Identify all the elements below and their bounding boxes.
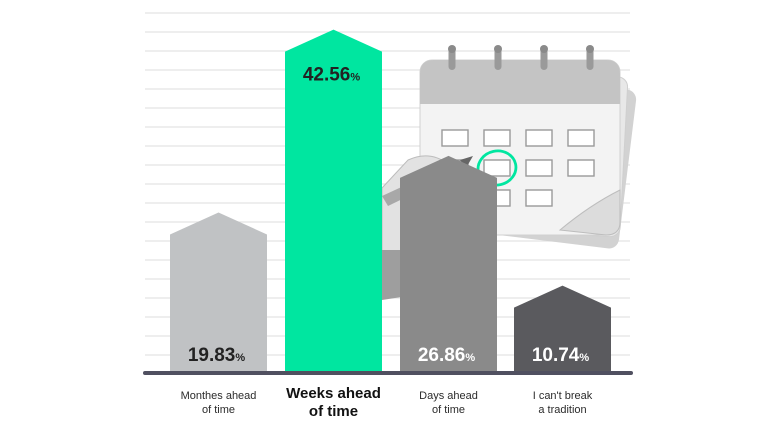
bar-value-label: 42.56%	[303, 65, 361, 86]
calendar-date-cell	[525, 159, 553, 177]
calendar-header	[420, 60, 620, 104]
calendar-ring-top	[540, 45, 548, 53]
category-label: Weeks ahead of time	[286, 385, 381, 420]
calendar-ring-top	[586, 45, 594, 53]
calendar-ring	[540, 48, 548, 70]
calendar-ring-top	[494, 45, 502, 53]
calendar-date-cell	[567, 129, 595, 147]
calendar-ring	[494, 48, 502, 70]
calendar-ring	[448, 48, 456, 70]
calendar-date-cell	[483, 159, 511, 177]
calendar-ring	[586, 48, 594, 70]
calendar-date-cell	[525, 189, 553, 207]
category-label: I can't break a tradition	[532, 390, 593, 416]
pen-tip	[460, 156, 473, 168]
calendar-date-cell	[483, 129, 511, 147]
category-label: Days ahead of time	[419, 390, 478, 416]
bars: 19.83% 42.56% 26.86% 10.74%	[170, 29, 611, 372]
bar-value-label: 26.86%	[418, 345, 476, 366]
calendar-ring-top	[448, 45, 456, 53]
bar-3	[400, 155, 497, 372]
calendar-date-cell	[525, 129, 553, 147]
bar-1	[170, 212, 267, 372]
calendar-page-curl	[558, 189, 621, 236]
bar-4	[514, 285, 611, 372]
calendar-date-cell	[567, 159, 595, 177]
bar-value-label: 10.74%	[532, 345, 590, 366]
calendar-date-cell	[441, 129, 469, 147]
category-label: Monthes ahead of time	[180, 390, 257, 416]
bar-2	[285, 29, 382, 372]
bar-value-label: 19.83%	[188, 345, 246, 366]
